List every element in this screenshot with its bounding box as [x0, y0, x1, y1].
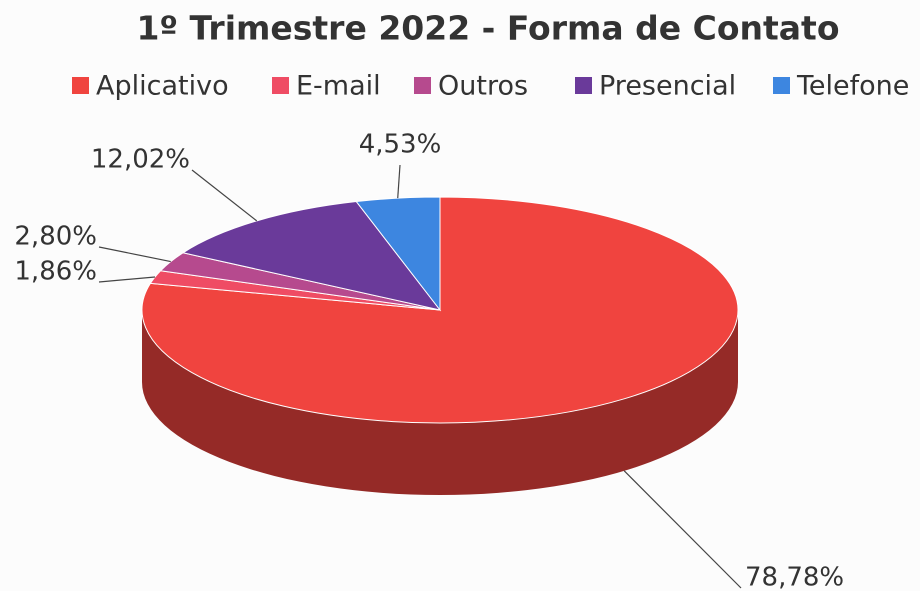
legend-label: Outros	[438, 71, 528, 102]
data-label: 4,53%	[359, 130, 442, 160]
legend-label: E-mail	[296, 71, 381, 102]
legend-swatch	[773, 77, 790, 94]
slice-side	[142, 310, 738, 495]
legend-swatch	[72, 77, 89, 94]
leader-line	[98, 276, 156, 283]
slice	[141, 196, 739, 424]
chart-title: 1º Trimestre 2022 - Forma de Contato	[136, 9, 839, 48]
data-label: 78,78%	[745, 563, 844, 591]
data-label: 1,86%	[14, 257, 97, 287]
leader-line	[397, 164, 401, 199]
legend-label: Telefone	[796, 71, 909, 102]
legend-label: Presencial	[599, 71, 736, 102]
legend-swatch	[575, 77, 592, 94]
legend-swatch	[414, 77, 431, 94]
data-label: 12,02%	[91, 145, 190, 175]
leader-line	[191, 169, 258, 222]
leader-line	[98, 246, 171, 263]
data-label: 2,80%	[14, 222, 97, 252]
leader-line	[623, 470, 742, 589]
legend-swatch	[272, 77, 289, 94]
legend-label: Aplicativo	[96, 71, 229, 102]
